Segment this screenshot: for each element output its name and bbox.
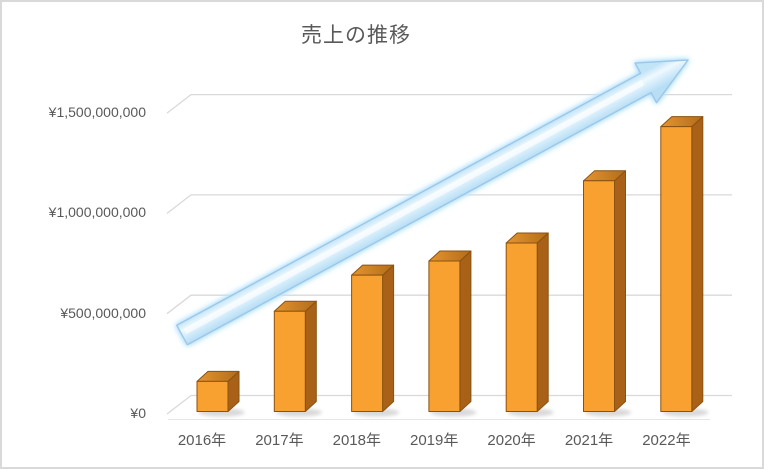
y-axis-label: ¥500,000,000 <box>60 304 146 321</box>
x-axis-label: 2022年 <box>642 432 691 449</box>
x-axis-label: 2017年 <box>255 432 304 449</box>
bar-2018年 <box>351 264 395 413</box>
x-axis-label: 2018年 <box>332 432 381 449</box>
trend-arrow <box>176 59 689 346</box>
bar-2022年 <box>660 116 704 412</box>
x-axis-label: 2020年 <box>487 432 536 449</box>
y-axis-label: ¥0 <box>130 405 146 421</box>
x-axis-label: 2019年 <box>410 432 459 449</box>
bar-2016年 <box>196 370 240 413</box>
y-axis-label: ¥1,000,000,000 <box>48 204 146 221</box>
gridline <box>166 93 732 114</box>
bar-2021年 <box>583 170 626 412</box>
y-axis-label: ¥1,500,000,000 <box>48 104 146 121</box>
gridline <box>166 394 732 415</box>
x-axis-label: 2016年 <box>177 432 227 449</box>
x-axis-label: 2021年 <box>564 432 614 449</box>
bar-2020年 <box>505 232 549 412</box>
bar-2019年 <box>428 250 472 412</box>
arrow-highlight <box>183 79 645 335</box>
gridline <box>166 294 732 315</box>
chart-title: 売上の推移 <box>301 24 411 47</box>
bar-2017年 <box>273 300 317 413</box>
gridline <box>166 194 732 214</box>
